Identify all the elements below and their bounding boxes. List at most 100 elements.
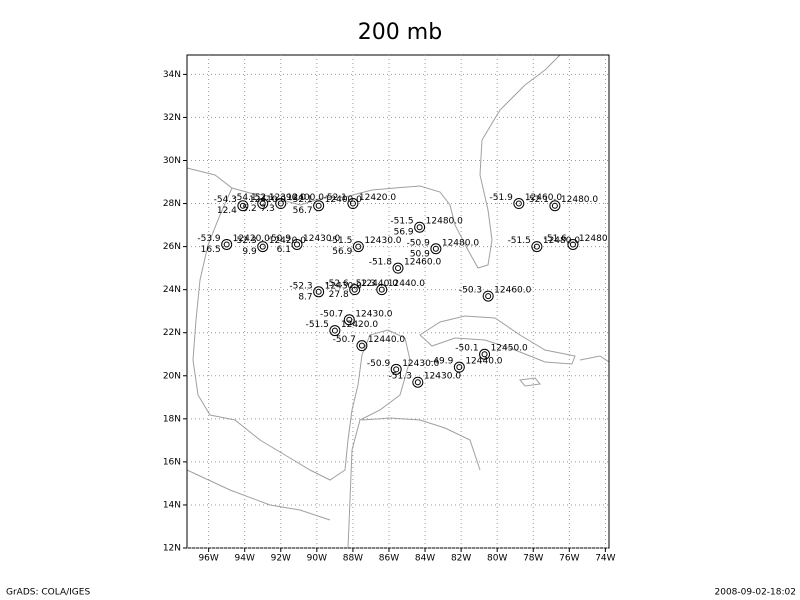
x-tick-label: 78W [523, 554, 543, 564]
station-temp: -50.9 [367, 359, 391, 369]
station-dewpt: 6.1 [277, 245, 291, 255]
station-temp: -52.3 [233, 236, 256, 246]
station-height: 12440.0 [388, 279, 425, 289]
station-ring [343, 314, 355, 326]
station-dot [393, 366, 400, 373]
map-title: 200 mb [358, 20, 442, 45]
station-dewpt: 50.9 [410, 249, 430, 259]
x-tick-label: 96W [198, 554, 218, 564]
station-ring [567, 238, 579, 250]
station-height: 12440.0 [361, 279, 398, 289]
station-dewpt: 56.7 [293, 206, 313, 216]
central-america [186, 469, 331, 521]
station-temp: -52.1 [251, 193, 274, 203]
station-ring [329, 325, 341, 337]
station-height: 12430.0 [303, 234, 340, 244]
x-tick-label: 74W [595, 554, 615, 564]
station-temp: -51.5 [390, 217, 413, 227]
station-temp: -51.5 [508, 236, 531, 246]
station-dot [533, 243, 540, 250]
station-ring [479, 348, 491, 360]
y-tick-label: 26N [163, 242, 181, 252]
mexico-coast [192, 187, 411, 549]
y-tick-label: 12N [163, 544, 181, 554]
station-height: 12480.0 [442, 238, 479, 248]
station-height: 12430.0 [402, 359, 439, 369]
station-dewpt: 56.9 [332, 247, 352, 257]
station-height: 12430.0 [325, 281, 362, 291]
station-dewpt: 9.9 [242, 247, 257, 257]
station-dot [414, 379, 421, 386]
jamaica [519, 377, 541, 387]
y-tick-label: 34N [163, 70, 181, 80]
station-dewpt: 8.7 [298, 292, 312, 302]
x-tick-label: 94W [235, 554, 255, 564]
station-temp: -54.3 [214, 195, 237, 205]
station-dot [223, 241, 230, 248]
station-ring [275, 198, 287, 210]
station-ring [257, 241, 269, 253]
station-temp: -52.1 [289, 195, 312, 205]
station-height: 12430.0 [355, 309, 392, 319]
x-tick-label: 76W [559, 554, 579, 564]
y-tick-label: 28N [163, 199, 181, 209]
station-temp: -53.9 [197, 234, 221, 244]
station-ring [513, 198, 525, 210]
station-dot [259, 200, 266, 207]
station-dewpt: 56.9 [394, 228, 414, 238]
station-dot [481, 351, 488, 358]
station-dot [416, 224, 423, 231]
station-temp: -51.6 [544, 234, 568, 244]
station-temp: -51.9 [490, 193, 514, 203]
station-ring [549, 200, 561, 212]
station-ring [376, 284, 388, 296]
station-ring [313, 200, 325, 212]
honduras-coast [361, 417, 481, 471]
station-height: 12420.0 [233, 234, 270, 244]
station-dewpt: 7.3 [260, 204, 274, 214]
station-ring [356, 340, 368, 352]
station-height: 12420.0 [341, 320, 378, 330]
station-temp: -50.9 [268, 234, 292, 244]
coastlines [186, 54, 610, 549]
station-height: 12440.0 [465, 357, 502, 367]
station-height: 12430.0 [364, 236, 401, 246]
y-tick-label: 22N [163, 328, 181, 338]
station-height: 12460.0 [494, 286, 531, 296]
station-dewpt: 27.8 [329, 290, 349, 300]
station-height: 12450.0 [491, 344, 528, 354]
station-height: 12390.0 [269, 193, 306, 203]
y-tick-label: 20N [163, 371, 181, 381]
station-temp: -51.5 [306, 320, 329, 330]
station-height: 12420.0 [359, 193, 396, 203]
station-ring [430, 243, 442, 255]
station-dot [395, 265, 401, 272]
station-temp: -52.3 [289, 281, 312, 291]
station-temp: -52.1 [324, 193, 347, 203]
station-ring [390, 363, 402, 375]
station-temp: -52.6 [325, 279, 349, 289]
hispaniola [579, 355, 610, 363]
x-tick-label: 82W [451, 554, 471, 564]
station-dot [551, 202, 558, 209]
station-temp: -49.9 [430, 357, 454, 367]
station-dot [351, 286, 358, 293]
station-ring [313, 286, 325, 298]
station-height: 12400.0 [325, 195, 362, 205]
station-temp: -51.8 [369, 258, 393, 268]
station-dot [485, 293, 492, 300]
station-dot [349, 200, 356, 207]
station-height: 12420.0 [269, 236, 306, 246]
station-temp: -54.1 [233, 193, 256, 203]
station-ring [482, 290, 494, 302]
station-temp: -52.1 [526, 195, 549, 205]
station-ring [257, 198, 269, 210]
footer-left: GrADS: COLA/IGES [6, 588, 90, 598]
station-temp: -50.7 [333, 335, 356, 345]
cuba [419, 315, 576, 365]
station-ring [531, 241, 543, 253]
station-dot [277, 200, 284, 207]
x-tick-label: 88W [343, 554, 363, 564]
